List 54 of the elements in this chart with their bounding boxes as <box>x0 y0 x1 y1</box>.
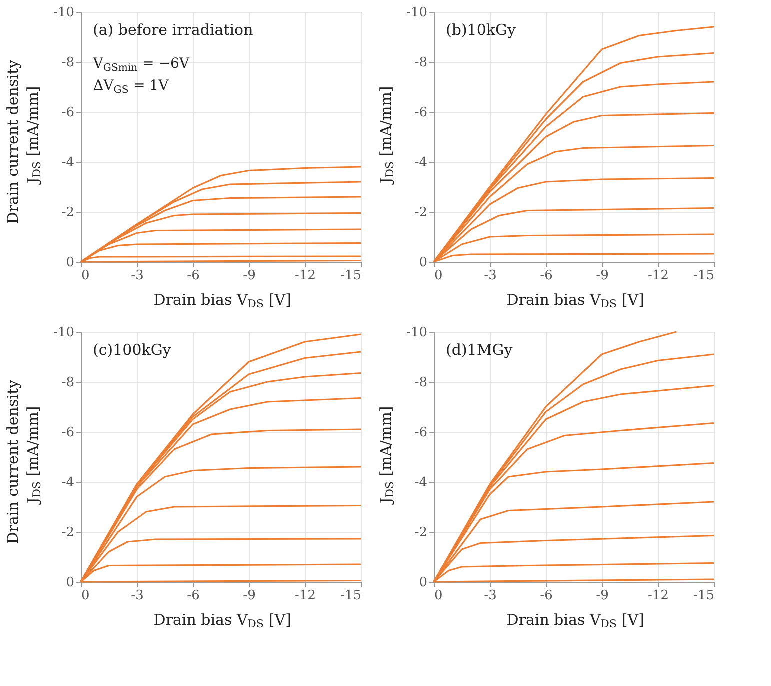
x-tick-label: 0 <box>82 588 90 604</box>
x-tick-label: -3 <box>131 588 144 604</box>
y-tick-label: -8 <box>62 376 74 390</box>
x-tick-label: 0 <box>434 588 443 604</box>
y-tick-label: 0 <box>66 256 74 270</box>
y-tick-label: 0 <box>419 256 428 270</box>
text: (d)1MGy <box>446 341 514 359</box>
x-tick-label: -6 <box>540 588 553 604</box>
y-tick-label: -10 <box>54 326 74 340</box>
x-tick-label: -3 <box>484 268 497 284</box>
y-tick-label: -6 <box>62 426 74 440</box>
x-tick-label: -12 <box>295 588 316 604</box>
y-tick-label: 0 <box>419 576 428 590</box>
y-tick-label: -8 <box>62 56 74 70</box>
y-tick-label: -4 <box>414 156 428 170</box>
x-tick-label: -15 <box>340 588 362 604</box>
y-tick-label: -8 <box>414 376 428 390</box>
y-tick-label: -8 <box>414 56 428 70</box>
y-tick-label: -4 <box>62 476 74 490</box>
y-tick-label: -2 <box>62 526 74 540</box>
x-tick-label: -15 <box>340 268 362 284</box>
x-tick-label: -9 <box>243 588 256 604</box>
x-tick-label: -6 <box>187 268 200 284</box>
y-tick-label: -6 <box>414 426 428 440</box>
x-tick-label: 0 <box>82 268 90 284</box>
x-tick-label: -12 <box>295 268 316 284</box>
x-tick-label: -12 <box>648 268 669 284</box>
y-tick-label: -2 <box>62 206 74 220</box>
text: (c)100kGy <box>93 341 172 359</box>
x-tick-label: -3 <box>484 588 497 604</box>
x-tick-label: -12 <box>648 588 669 604</box>
x-tick-label: -9 <box>596 588 609 604</box>
text: (b)10kGy <box>446 21 516 39</box>
x-tick-label: -15 <box>694 268 714 284</box>
y-tick-label: -4 <box>62 156 74 170</box>
y-tick-label: -10 <box>406 6 428 20</box>
text: (a) before irradiation <box>93 21 254 39</box>
y-tick-label: 0 <box>66 576 74 590</box>
y-tick-label: -10 <box>406 326 428 340</box>
y-tick-label: -6 <box>62 106 74 120</box>
x-tick-label: -6 <box>187 588 200 604</box>
x-tick-label: -6 <box>540 268 553 284</box>
y-axis-title: JDS [mA/mm] <box>377 86 396 186</box>
x-tick-label: -15 <box>694 588 714 604</box>
y-tick-label: -10 <box>54 6 74 20</box>
y-tick-label: -6 <box>414 106 428 120</box>
x-tick-label: -9 <box>596 268 609 284</box>
y-tick-label: -4 <box>414 476 428 490</box>
y-tick-label: -2 <box>414 526 428 540</box>
y-axis-title: JDS [mA/mm] <box>377 406 396 506</box>
x-tick-label: -3 <box>131 268 144 284</box>
x-tick-label: 0 <box>434 268 443 284</box>
x-tick-label: -9 <box>243 268 256 284</box>
y-tick-label: -2 <box>414 206 428 220</box>
